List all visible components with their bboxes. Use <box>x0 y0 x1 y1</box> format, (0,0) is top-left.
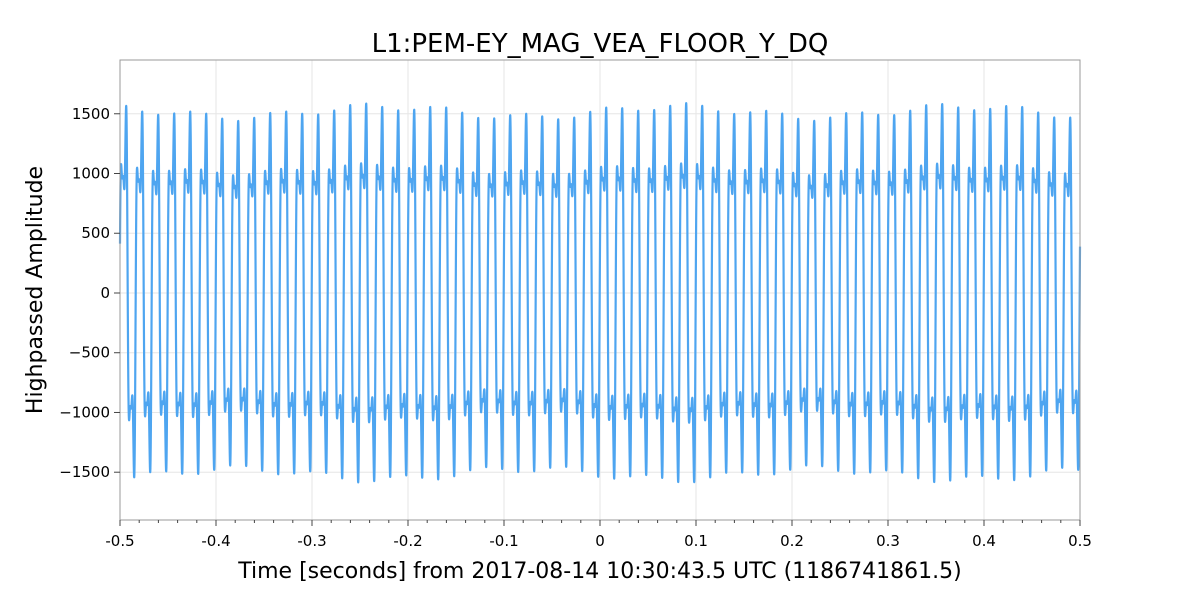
x-tick-label: 0.2 <box>780 532 804 550</box>
x-tick-label: 0.1 <box>684 532 708 550</box>
y-tick-label: 0 <box>100 284 110 302</box>
x-tick-label: -0.5 <box>105 532 134 550</box>
y-tick-label: 500 <box>81 224 110 242</box>
x-tick-label: 0 <box>595 532 605 550</box>
x-axis: -0.5 -0.4 -0.3 -0.2 -0.1 0 0.1 0.2 0.3 0.4 0.5 <box>105 520 1092 550</box>
y-tick-label: −1000 <box>59 403 110 421</box>
x-tick-label: -0.2 <box>393 532 422 550</box>
x-tick-label: -0.3 <box>297 532 326 550</box>
x-tick-label: 0.5 <box>1068 532 1092 550</box>
y-tick-label: −500 <box>69 344 110 362</box>
plot-area <box>118 102 1082 484</box>
series-line <box>118 102 1082 484</box>
y-tick-label: 1000 <box>72 165 110 183</box>
chart-title: L1:PEM-EY_MAG_VEA_FLOOR_Y_DQ <box>372 29 829 59</box>
x-axis-label: Time [seconds] from 2017-08-14 10:30:43.… <box>237 559 961 584</box>
y-axis-label: Highpassed Amplitude <box>23 166 48 414</box>
y-tick-label: −1500 <box>59 463 110 481</box>
x-tick-label: 0.3 <box>876 532 900 550</box>
x-tick-label: -0.4 <box>201 532 230 550</box>
x-tick-label: -0.1 <box>489 532 518 550</box>
y-tick-label: 1500 <box>72 105 110 123</box>
y-axis: −1500 −1000 −500 0 500 1000 1500 <box>59 105 120 481</box>
x-tick-label: 0.4 <box>972 532 996 550</box>
